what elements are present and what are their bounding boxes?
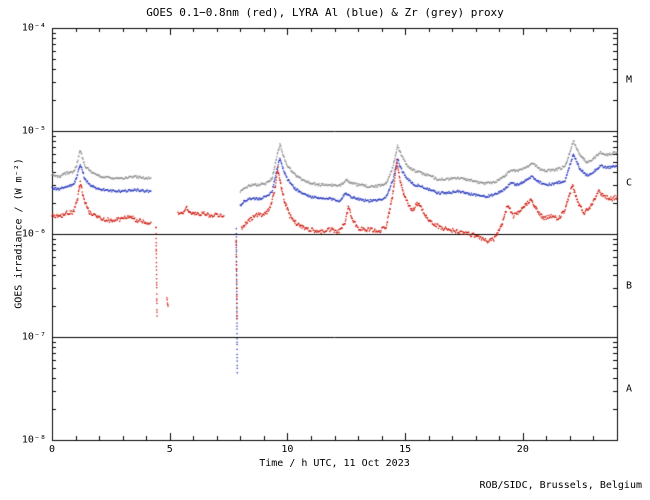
y-tick-label: 10⁻⁸ xyxy=(21,434,46,446)
x-tick-label: 20 xyxy=(516,444,529,455)
x-tick-label: 0 xyxy=(48,444,56,455)
x-tick-label: 5 xyxy=(166,444,173,455)
x-tick-label: 15 xyxy=(399,444,412,455)
x-axis-label: Time / h UTC, 11 Oct 2023 xyxy=(259,458,410,469)
flare-class-label-c: C xyxy=(626,177,633,188)
y-tick-label: 10⁻⁵ xyxy=(21,125,46,137)
flare-class-label-b: B xyxy=(626,280,633,291)
x-tick-label: 10 xyxy=(281,444,294,455)
credit-text: ROB/SIDC, Brussels, Belgium xyxy=(479,480,642,491)
page-title: GOES 0.1−0.8nm (red), LYRA Al (blue) & Z… xyxy=(146,6,504,19)
flare-class-label-m: M xyxy=(626,74,633,85)
y-tick-label: 10⁻⁷ xyxy=(21,331,46,343)
y-tick-label: 10⁻⁴ xyxy=(21,22,46,34)
flare-class-label-a: A xyxy=(626,383,633,394)
y-tick-label: 10⁻⁶ xyxy=(21,228,46,240)
